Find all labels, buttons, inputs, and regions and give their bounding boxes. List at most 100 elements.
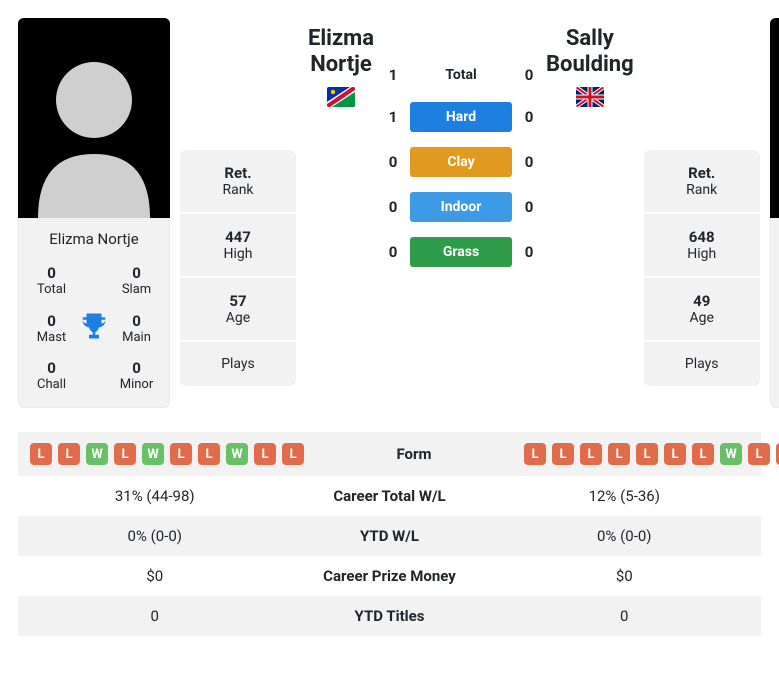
form-loss-chip[interactable]: L [254, 443, 276, 465]
player1-header: Elizma Nortje [306, 18, 376, 107]
prize-p2: $0 [500, 567, 750, 585]
ytdt-label: YTD Titles [280, 607, 500, 625]
trophy-icon [79, 311, 109, 345]
h2h-grass: 0 Grass 0 [386, 237, 536, 267]
p1-titles-minor-lab: Minor [109, 377, 164, 392]
player1-name[interactable]: Elizma Nortje [18, 218, 170, 260]
form-loss-chip[interactable]: L [580, 443, 602, 465]
h2h-indoor-p2: 0 [522, 198, 536, 216]
form-win-chip[interactable]: W [720, 443, 742, 465]
uk-flag-icon [576, 87, 604, 107]
p1-titles-total-lab: Total [24, 282, 79, 297]
p2-plays: Plays [650, 356, 754, 372]
p1-titles-main-val: 0 [109, 312, 164, 330]
comparison-table: LLWLWLLWLL Form LLLLLLLWLL 31% (44-98) C… [18, 432, 761, 636]
row-form: LLWLWLLWLL Form LLLLLLLWLL [18, 432, 761, 476]
p1-rank-val: Ret. [186, 164, 290, 182]
form-loss-chip[interactable]: L [198, 443, 220, 465]
h2h-clay: 0 Clay 0 [386, 147, 536, 177]
p2-rank-lab: Rank [650, 182, 754, 198]
h2h-clay-p1: 0 [386, 153, 400, 171]
player1-card: Elizma Nortje 0Total 0Slam 0Mast 0Main 0… [18, 18, 170, 408]
h2h-hard-p1: 1 [386, 108, 400, 126]
form-win-chip[interactable]: W [142, 443, 164, 465]
p1-titles-chall-lab: Chall [24, 377, 79, 392]
form-loss-chip[interactable]: L [114, 443, 136, 465]
ytd-wl-label: YTD W/L [280, 527, 500, 545]
p1-age-val: 57 [186, 292, 290, 310]
head-to-head-top: Elizma Nortje 0Total 0Slam 0Mast 0Main 0… [18, 18, 761, 408]
ytdt-p1: 0 [30, 607, 280, 625]
p1-age-lab: Age [186, 310, 290, 326]
h2h-grass-p1: 0 [386, 243, 400, 261]
namibia-flag-icon [327, 87, 355, 107]
player2-photo [770, 18, 779, 218]
h2h-hard-p2: 0 [522, 108, 536, 126]
form-win-chip[interactable]: W [86, 443, 108, 465]
p1-titles-total-val: 0 [24, 264, 79, 282]
form-loss-chip[interactable]: L [552, 443, 574, 465]
ytd-wl-p1: 0% (0-0) [30, 527, 280, 545]
h2h-total-p2: 0 [522, 66, 536, 84]
player1-photo [18, 18, 170, 218]
ytd-wl-p2: 0% (0-0) [500, 527, 750, 545]
h2h-total: 1 Total 0 [386, 63, 536, 87]
silhouette-icon [18, 18, 170, 218]
player1-side: Elizma Nortje 0Total 0Slam 0Mast 0Main 0… [18, 18, 296, 408]
p1-high-val: 447 [186, 228, 290, 246]
p2-high-lab: High [650, 246, 754, 262]
form-loss-chip[interactable]: L [524, 443, 546, 465]
row-ytd-titles: 0 YTD Titles 0 [18, 596, 761, 636]
form-loss-chip[interactable]: L [608, 443, 630, 465]
h2h-hard-label[interactable]: Hard [410, 102, 512, 132]
ytdt-p2: 0 [500, 607, 750, 625]
row-career-wl: 31% (44-98) Career Total W/L 12% (5-36) [18, 476, 761, 516]
form-loss-chip[interactable]: L [636, 443, 658, 465]
form-loss-chip[interactable]: L [30, 443, 52, 465]
player1-stats-card: Ret.Rank 447High 57Age Plays [180, 150, 296, 386]
p1-titles-slam-lab: Slam [109, 282, 164, 297]
h2h-grass-label[interactable]: Grass [410, 237, 512, 267]
p2-age-val: 49 [650, 292, 754, 310]
form-loss-chip[interactable]: L [58, 443, 80, 465]
player2-header: Sally Boulding [546, 18, 634, 107]
h2h-grass-p2: 0 [522, 243, 536, 261]
form-loss-chip[interactable]: L [282, 443, 304, 465]
player2-titles-grid: 0Total 0Slam 0Mast 0Main 0Chall 0Minor [770, 260, 779, 408]
form-label: Form [304, 445, 524, 463]
form-loss-chip[interactable]: L [748, 443, 770, 465]
row-prize: $0 Career Prize Money $0 [18, 556, 761, 596]
player2-card: Sally Boulding 0Total 0Slam 0Mast 0Main … [770, 18, 779, 408]
p1-titles-mast-val: 0 [24, 312, 79, 330]
player2-name[interactable]: Sally Boulding [770, 218, 779, 260]
p2-age-lab: Age [650, 310, 754, 326]
form-loss-chip[interactable]: L [170, 443, 192, 465]
p1-titles-slam-val: 0 [109, 264, 164, 282]
h2h-clay-p2: 0 [522, 153, 536, 171]
p1-titles-chall-val: 0 [24, 359, 79, 377]
h2h-hard: 1 Hard 0 [386, 102, 536, 132]
form-p1: LLWLWLLWLL [30, 443, 304, 465]
career-wl-p2: 12% (5-36) [500, 487, 750, 505]
player2-name-top: Sally Boulding [546, 26, 634, 79]
player1-titles-grid: 0Total 0Slam 0Mast 0Main 0Chall 0Minor [18, 260, 170, 408]
h2h-indoor-label[interactable]: Indoor [410, 192, 512, 222]
form-loss-chip[interactable]: L [664, 443, 686, 465]
form-p2: LLLLLLLWLL [524, 443, 779, 465]
player2-side: Sally Boulding 0Total 0Slam 0Mast 0Main … [644, 18, 779, 408]
prize-p1: $0 [30, 567, 280, 585]
form-loss-chip[interactable]: L [692, 443, 714, 465]
career-wl-p1: 31% (44-98) [30, 487, 280, 505]
h2h-indoor: 0 Indoor 0 [386, 192, 536, 222]
career-wl-label: Career Total W/L [280, 487, 500, 505]
p2-high-val: 648 [650, 228, 754, 246]
form-win-chip[interactable]: W [226, 443, 248, 465]
p1-titles-mast-lab: Mast [24, 330, 79, 345]
p1-high-lab: High [186, 246, 290, 262]
row-ytd-wl: 0% (0-0) YTD W/L 0% (0-0) [18, 516, 761, 556]
h2h-total-p1: 1 [386, 66, 400, 84]
player2-stats-card: Ret.Rank 648High 49Age Plays [644, 150, 760, 386]
h2h-clay-label[interactable]: Clay [410, 147, 512, 177]
h2h-total-label: Total [410, 63, 512, 87]
p1-titles-minor-val: 0 [109, 359, 164, 377]
